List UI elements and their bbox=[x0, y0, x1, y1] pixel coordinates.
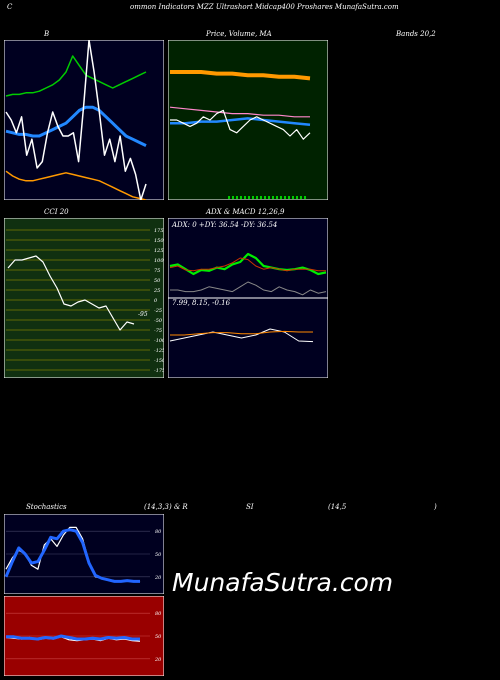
macd-series-0 bbox=[169, 328, 314, 343]
cci-tick-label: -25 bbox=[154, 308, 162, 314]
stoch-label: Stochastics bbox=[26, 503, 67, 511]
volume-bar bbox=[240, 196, 242, 199]
rsi-tick-label: 20 bbox=[154, 657, 162, 663]
stoch-panel: 80 50 20 bbox=[4, 514, 164, 594]
price-ma-panel bbox=[168, 40, 328, 200]
price-ma-series-3 bbox=[170, 109, 311, 140]
bollinger-frame bbox=[4, 40, 164, 200]
adx-series-2 bbox=[170, 281, 327, 296]
volume-bar bbox=[296, 196, 298, 199]
cci-tick-label: 25 bbox=[153, 288, 160, 294]
cci-tick-label: 0 bbox=[154, 298, 158, 304]
volume-bar bbox=[228, 196, 230, 199]
volume-bar bbox=[252, 196, 254, 199]
volume-bar bbox=[256, 196, 258, 199]
adx-frame bbox=[168, 218, 328, 298]
cci-tick-label: 50 bbox=[154, 278, 161, 284]
macd-panel: 7.99, 8.15, -0.16 bbox=[168, 298, 328, 378]
volume-bar bbox=[300, 196, 302, 199]
cci-frame bbox=[4, 218, 164, 378]
volume-bar bbox=[236, 196, 238, 199]
cci-tick-label: 150 bbox=[154, 238, 164, 244]
volume-bar bbox=[268, 196, 270, 199]
bollinger-panel bbox=[4, 40, 164, 200]
adx-series-1 bbox=[169, 257, 326, 272]
stoch-series-1 bbox=[4, 528, 140, 583]
cci-tick-label: -75 bbox=[154, 328, 162, 334]
rsi-tick-label: 80 bbox=[155, 611, 162, 617]
stoch-tick-label: 20 bbox=[154, 575, 162, 581]
cci-label: CCI 20 bbox=[44, 208, 69, 216]
adx-series-0 bbox=[169, 252, 327, 276]
bollinger-series-2 bbox=[5, 170, 147, 200]
bollinger-series-1 bbox=[5, 105, 147, 147]
cci-panel: 175 150 125 100 75 50 25 0 -25 -50 -75 -100 -125 -150… bbox=[4, 218, 164, 378]
cci-tick-label: 175 bbox=[154, 228, 164, 234]
cci-tick-label: 125 bbox=[154, 248, 164, 254]
page-title: ommon Indicators MZZ Ultrashort Midcap40… bbox=[130, 3, 399, 11]
cci-tick-label: -150 bbox=[154, 358, 164, 364]
cci-tick-label: -125 bbox=[154, 348, 164, 354]
macd-series-1 bbox=[170, 330, 313, 336]
volume-bar bbox=[260, 196, 262, 199]
watermark: MunafaSutra.com bbox=[172, 568, 394, 597]
volume-bar bbox=[292, 196, 294, 199]
adx-readout: ADX: 0 +DY: 36.54 -DY: 36.54 bbox=[171, 221, 277, 229]
cci-series bbox=[7, 255, 135, 331]
volume-bar bbox=[280, 196, 282, 199]
rsi-tick-label: 50 bbox=[155, 634, 162, 640]
rsi-label: SI bbox=[246, 503, 254, 511]
stoch-params-label: (14,3,3) & R bbox=[144, 503, 188, 511]
bollinger-series-0 bbox=[5, 55, 147, 97]
cci-tick-label: 100 bbox=[154, 258, 164, 264]
cci-last-label: -95 bbox=[138, 311, 148, 318]
volume-bar bbox=[276, 196, 278, 199]
adx-label: ADX & MACD 12,26,9 bbox=[206, 208, 285, 216]
volume-bar bbox=[248, 196, 250, 199]
volume-bar bbox=[304, 196, 306, 199]
volume-bar bbox=[232, 196, 234, 199]
price-ma-frame bbox=[168, 40, 328, 200]
macd-frame bbox=[168, 298, 328, 378]
rsi-params-label: (14,5 bbox=[328, 503, 347, 511]
cci-tick-label: -50 bbox=[154, 318, 163, 324]
price-ma-series-2 bbox=[170, 117, 311, 127]
cci-tick-label: 75 bbox=[154, 268, 160, 274]
stoch-tick-label: 80 bbox=[155, 529, 162, 535]
price-ma-series-0 bbox=[170, 70, 311, 81]
volume-bar bbox=[272, 196, 274, 199]
macd-readout: 7.99, 8.15, -0.16 bbox=[172, 299, 231, 307]
bands-label: Bands 20,2 bbox=[396, 30, 436, 38]
cci-tick-label: -100 bbox=[154, 338, 164, 344]
volume-bar bbox=[288, 196, 290, 199]
volume-bar bbox=[284, 196, 286, 199]
cci-tick-label: -175 bbox=[154, 368, 164, 374]
rsi-series-1 bbox=[6, 634, 140, 641]
header-c: C bbox=[7, 3, 13, 11]
adx-panel: ADX: 0 +DY: 36.54 -DY: 36.54 bbox=[168, 218, 328, 298]
volume-bar bbox=[264, 196, 266, 199]
price-ma-label: Price, Volume, MA bbox=[206, 30, 272, 38]
rsi-panel: 80 50 20 bbox=[4, 596, 164, 676]
volume-bar bbox=[244, 196, 246, 199]
rsi-close-label: ) bbox=[434, 503, 437, 511]
price-ma-series-1 bbox=[169, 106, 310, 118]
bollinger-series-3 bbox=[5, 40, 147, 200]
stoch-tick-label: 50 bbox=[155, 552, 162, 558]
bollinger-label: B bbox=[44, 30, 50, 38]
